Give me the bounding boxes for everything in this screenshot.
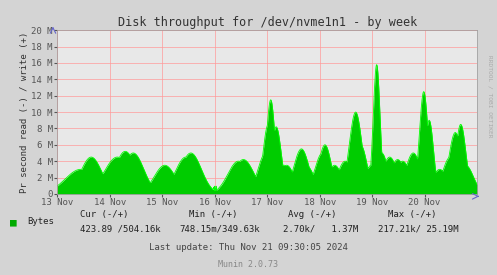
Text: Max (-/+): Max (-/+) <box>388 210 436 219</box>
Text: 423.89 /504.16k: 423.89 /504.16k <box>80 224 160 233</box>
Text: Avg (-/+): Avg (-/+) <box>288 210 336 219</box>
Text: Munin 2.0.73: Munin 2.0.73 <box>219 260 278 269</box>
Text: Min (-/+): Min (-/+) <box>189 210 237 219</box>
Text: 748.15m/349.63k: 748.15m/349.63k <box>179 224 259 233</box>
Text: 217.21k/ 25.19M: 217.21k/ 25.19M <box>378 224 458 233</box>
Text: ■: ■ <box>10 217 17 227</box>
Text: 2.70k/   1.37M: 2.70k/ 1.37M <box>283 224 358 233</box>
Title: Disk throughput for /dev/nvme1n1 - by week: Disk throughput for /dev/nvme1n1 - by we… <box>117 16 417 29</box>
Text: Bytes: Bytes <box>27 217 54 226</box>
Y-axis label: Pr second read (-) / write (+): Pr second read (-) / write (+) <box>20 31 29 193</box>
Text: RRDTOOL / TOBI OETIKER: RRDTOOL / TOBI OETIKER <box>487 55 492 138</box>
Text: Last update: Thu Nov 21 09:30:05 2024: Last update: Thu Nov 21 09:30:05 2024 <box>149 243 348 252</box>
Text: Cur (-/+): Cur (-/+) <box>80 210 128 219</box>
